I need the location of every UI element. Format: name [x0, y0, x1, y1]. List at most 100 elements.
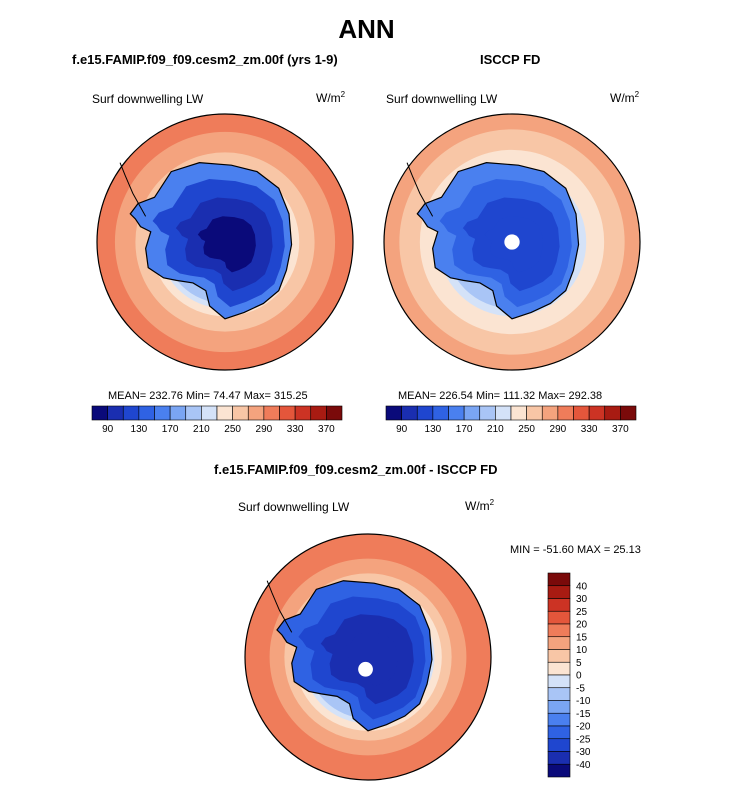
panel2-title: ISCCP FD	[480, 52, 541, 67]
colorbar3-box-9	[547, 687, 571, 701]
colorbar2-tick-label-4: 250	[518, 424, 535, 435]
colorbar3-box-15	[547, 763, 571, 778]
colorbar3-box-0	[547, 572, 571, 587]
colorbar2-box-12	[573, 405, 590, 421]
colorbar2-box-7	[495, 405, 512, 421]
colorbar2-box-8	[510, 405, 527, 421]
colorbar3-box-1	[547, 585, 571, 599]
colorbar3-box-6	[547, 649, 571, 663]
colorbar3-tick-label-6: 5	[576, 658, 582, 669]
colorbar1-box-3	[138, 405, 155, 421]
colorbar1-box-7	[201, 405, 218, 421]
colorbar2-tick-label-7: 370	[612, 424, 629, 435]
colorbar1-tick-label-3: 210	[193, 424, 210, 435]
map3-polar-hole	[358, 661, 373, 677]
colorbar3-tick-label-10: -15	[576, 709, 591, 720]
colorbar2-box-5	[463, 405, 481, 421]
colorbar2-box-3	[432, 405, 449, 421]
colorbar1-box-4	[154, 405, 171, 421]
colorbar2-tick-label-2: 170	[456, 424, 473, 435]
map3-border	[244, 533, 492, 781]
colorbar1-box-11	[263, 405, 280, 421]
panel1-units: W/m2	[316, 90, 346, 105]
colorbar3-box-12	[547, 725, 571, 740]
colorbar1-box-12	[279, 405, 296, 421]
colorbar3-tick-label-4: 15	[576, 632, 588, 643]
colorbar1-box-9	[232, 405, 249, 421]
map1-coastline	[129, 162, 293, 320]
colorbar1-box-2	[122, 405, 140, 421]
colorbar3-tick-label-1: 30	[576, 594, 588, 605]
colorbar2-box-1	[401, 405, 418, 421]
panel1-polar-map	[96, 113, 354, 371]
figure-title: ANN	[338, 14, 395, 44]
colorbar3-tick-label-14: -40	[576, 760, 591, 771]
colorbar1-box-1	[107, 405, 124, 421]
colorbar1-box-15	[326, 405, 343, 421]
colorbar1-tick-label-4: 250	[224, 424, 241, 435]
colorbar1-box-5	[169, 405, 187, 421]
colorbar2-tick-label-6: 330	[581, 424, 598, 435]
colorbar3-tick-label-7: 0	[576, 671, 582, 682]
panel3-variable-label: Surf downwelling LW	[238, 500, 350, 514]
map1-peninsula	[119, 162, 147, 217]
colorbar2-box-14	[604, 405, 621, 421]
colorbar3-tick-label-12: -25	[576, 734, 591, 745]
colorbar2-tick-label-0: 90	[396, 424, 408, 435]
colorbar3-tick-label-9: -10	[576, 696, 591, 707]
colorbar3-box-4	[547, 623, 571, 638]
colorbar3-tick-label-8: -5	[576, 683, 585, 694]
map2-coastline	[416, 162, 580, 320]
panel3-units: W/m2	[465, 498, 495, 513]
colorbar3-box-5	[547, 636, 571, 650]
colorbar3-tick-label-2: 25	[576, 607, 588, 618]
colorbar3-box-14	[547, 751, 571, 765]
colorbar2-tick-label-1: 130	[425, 424, 442, 435]
map2-peninsula	[406, 162, 434, 217]
colorbar1-box-0	[91, 405, 108, 421]
colorbar1-box-6	[185, 405, 202, 421]
panel1-colorbar: 90 130 170 210 250 290 330 370	[91, 405, 343, 435]
colorbar1-tick-label-5: 290	[256, 424, 273, 435]
colorbar2-box-13	[588, 405, 606, 421]
map1-border	[96, 113, 354, 371]
colorbar1-tick-label-6: 330	[287, 424, 304, 435]
colorbar3-box-2	[547, 598, 571, 612]
colorbar1-box-14	[310, 405, 327, 421]
map3-coastline	[276, 580, 433, 732]
map1-land-level-3	[197, 216, 256, 273]
map2-border	[383, 113, 641, 371]
colorbar3-tick-label-13: -30	[576, 747, 591, 758]
colorbar1-tick-label-1: 130	[131, 424, 148, 435]
colorbar3-box-3	[547, 610, 571, 625]
colorbar1-box-8	[216, 405, 233, 421]
colorbar3-tick-label-11: -20	[576, 722, 591, 733]
colorbar2-box-2	[416, 405, 434, 421]
panel2-variable-label: Surf downwelling LW	[386, 92, 498, 106]
panel2-units: W/m2	[610, 90, 640, 105]
colorbar3-box-10	[547, 700, 571, 714]
colorbar1-box-10	[247, 405, 265, 421]
colorbar2-box-4	[448, 405, 465, 421]
colorbar2-tick-label-3: 210	[487, 424, 504, 435]
panel2-stats: MEAN= 226.54 Min= 111.32 Max= 292.38	[398, 390, 603, 402]
colorbar3-tick-label-0: 40	[576, 581, 588, 592]
colorbar1-tick-label-0: 90	[102, 424, 114, 435]
colorbar1-tick-label-7: 370	[318, 424, 335, 435]
colorbar3-box-8	[547, 674, 571, 689]
panel1-title: f.e15.FAMIP.f09_f09.cesm2_zm.00f (yrs 1-…	[72, 52, 338, 67]
colorbar2-box-15	[620, 405, 637, 421]
colorbar2-tick-label-5: 290	[550, 424, 567, 435]
panel3-polar-map	[244, 533, 492, 781]
colorbar3-box-7	[547, 661, 571, 676]
colorbar2-box-10	[541, 405, 559, 421]
map3-land-level-3	[341, 632, 398, 687]
map3-peninsula	[266, 580, 293, 633]
colorbar1-tick-label-2: 170	[162, 424, 179, 435]
map2-polar-hole	[504, 234, 520, 250]
colorbar3-box-11	[547, 712, 571, 727]
colorbar2-box-11	[557, 405, 574, 421]
colorbar2-box-0	[385, 405, 402, 421]
panel2-colorbar: 90 130 170 210 250 290 330 370	[385, 405, 637, 435]
